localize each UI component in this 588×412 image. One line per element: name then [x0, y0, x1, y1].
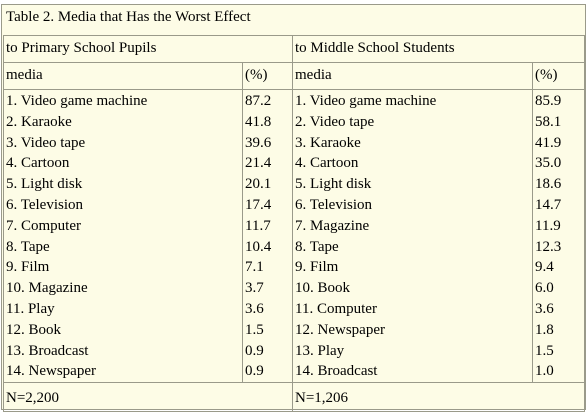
list-item-value: 1.0 — [535, 363, 554, 380]
list-item-value: 41.8 — [245, 113, 272, 130]
right-media-header: media — [292, 62, 533, 90]
list-item: 4. Cartoon — [6, 155, 70, 172]
list-item: 11. Computer — [295, 300, 377, 317]
list-item-value: 0.9 — [245, 342, 264, 359]
list-item-value: 39.6 — [245, 134, 272, 151]
list-item-value: 35.0 — [535, 155, 562, 172]
list-item-value: 10.4 — [245, 238, 272, 255]
list-item: 13. Play — [295, 342, 345, 359]
right-pct-header: (%) — [532, 62, 585, 90]
list-item-value: 18.6 — [535, 176, 562, 193]
media-table-container: Table 2. Media that Has the Worst Effect… — [1, 4, 586, 412]
right-pct-list: 85.9 58.1 41.9 35.0 18.6 14.7 11.9 12.3 … — [532, 88, 585, 384]
left-pct-list: 87.2 41.8 39.6 21.4 20.1 17.4 11.7 10.4 … — [242, 88, 293, 384]
list-item: 8. Tape — [6, 238, 50, 255]
media-table: to Primary School Pupils to Middle Schoo… — [3, 35, 585, 412]
list-item: 7. Computer — [6, 217, 81, 234]
list-item: 12. Book — [6, 321, 62, 338]
list-item: 6. Television — [6, 196, 83, 213]
list-item-value: 3.6 — [245, 300, 264, 317]
left-group-header: to Primary School Pupils — [3, 35, 293, 63]
list-item: 9. Film — [6, 259, 50, 276]
list-item: 10. Book — [295, 280, 351, 297]
list-item-value: 21.4 — [245, 155, 272, 172]
list-item-value: 87.2 — [245, 93, 272, 109]
list-item: 2. Video tape — [295, 113, 375, 130]
list-item-value: 14.7 — [535, 196, 562, 213]
column-header-row: media (%) media (%) — [3, 62, 585, 90]
list-item: 2. Karaoke — [6, 113, 72, 130]
list-item-value: 58.1 — [535, 113, 562, 130]
left-media-list: 1. Video game machine 2. Karaoke 3. Vide… — [3, 88, 243, 384]
list-item-value: 3.6 — [535, 300, 554, 317]
list-item: 14. Broadcast — [295, 363, 378, 380]
list-item-value: 41.9 — [535, 134, 562, 151]
list-item: 3. Video tape — [6, 134, 86, 151]
list-item-value: 9.4 — [535, 259, 554, 276]
list-item-value: 12.3 — [535, 238, 562, 255]
list-item: 7. Magazine — [295, 217, 370, 234]
right-sample-size: N=1,206 — [292, 382, 585, 412]
list-item-value: 11.9 — [535, 217, 561, 234]
list-item: 11. Play — [6, 300, 55, 317]
list-item-value: 1.5 — [535, 342, 554, 359]
group-header-row: to Primary School Pupils to Middle Schoo… — [3, 35, 585, 63]
list-item: 1. Video game machine — [6, 93, 148, 109]
list-item: 14. Newspaper — [6, 363, 96, 380]
list-item: 3. Karaoke — [295, 134, 361, 151]
list-item: 9. Film — [295, 259, 339, 276]
list-item-value: 6.0 — [535, 280, 554, 297]
list-item-value: 20.1 — [245, 176, 272, 193]
list-item-value: 1.8 — [535, 321, 554, 338]
list-item-value: 1.5 — [245, 321, 264, 338]
list-item: 5. Light disk — [295, 176, 372, 193]
list-item: 4. Cartoon — [295, 155, 359, 172]
list-item: 12. Newspaper — [295, 321, 385, 338]
list-item: 5. Light disk — [6, 176, 83, 193]
left-media-header: media — [3, 62, 243, 90]
list-item-value: 0.9 — [245, 363, 264, 380]
left-pct-header: (%) — [242, 62, 293, 90]
list-item: 10. Magazine — [6, 280, 88, 297]
list-item-value: 7.1 — [245, 259, 264, 276]
list-item: 13. Broadcast — [6, 342, 89, 359]
list-item-value: 11.7 — [245, 217, 271, 234]
list-item-value: 3.7 — [245, 280, 264, 297]
list-item: 8. Tape — [295, 238, 339, 255]
table-body-row: 1. Video game machine 2. Karaoke 3. Vide… — [3, 88, 585, 384]
list-item-value: 17.4 — [245, 196, 272, 213]
right-media-list: 1. Video game machine 2. Video tape 3. K… — [292, 88, 533, 384]
right-group-header: to Middle School Students — [292, 35, 585, 63]
list-item: 1. Video game machine — [295, 93, 437, 109]
list-item: 6. Television — [295, 196, 372, 213]
sample-size-row: N=2,200 N=1,206 — [3, 382, 585, 412]
left-sample-size: N=2,200 — [3, 382, 293, 412]
list-item-value: 85.9 — [535, 93, 562, 109]
table-title: Table 2. Media that Has the Worst Effect — [6, 9, 251, 25]
